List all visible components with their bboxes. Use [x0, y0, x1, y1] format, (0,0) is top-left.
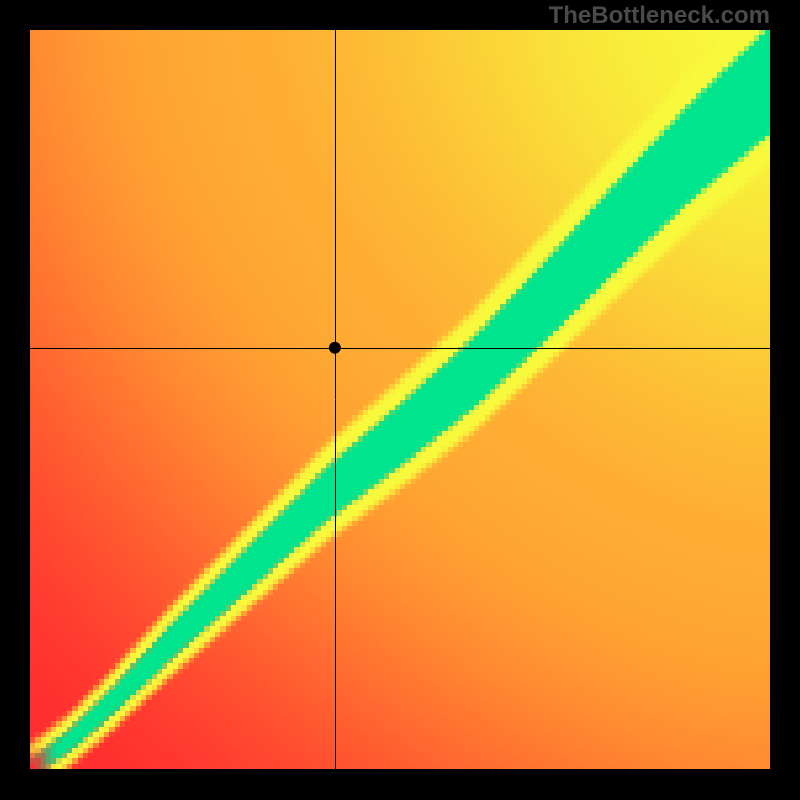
chart-container: TheBottleneck.com: [0, 0, 800, 800]
heatmap-canvas: [30, 30, 770, 769]
watermark-text: TheBottleneck.com: [549, 2, 770, 30]
